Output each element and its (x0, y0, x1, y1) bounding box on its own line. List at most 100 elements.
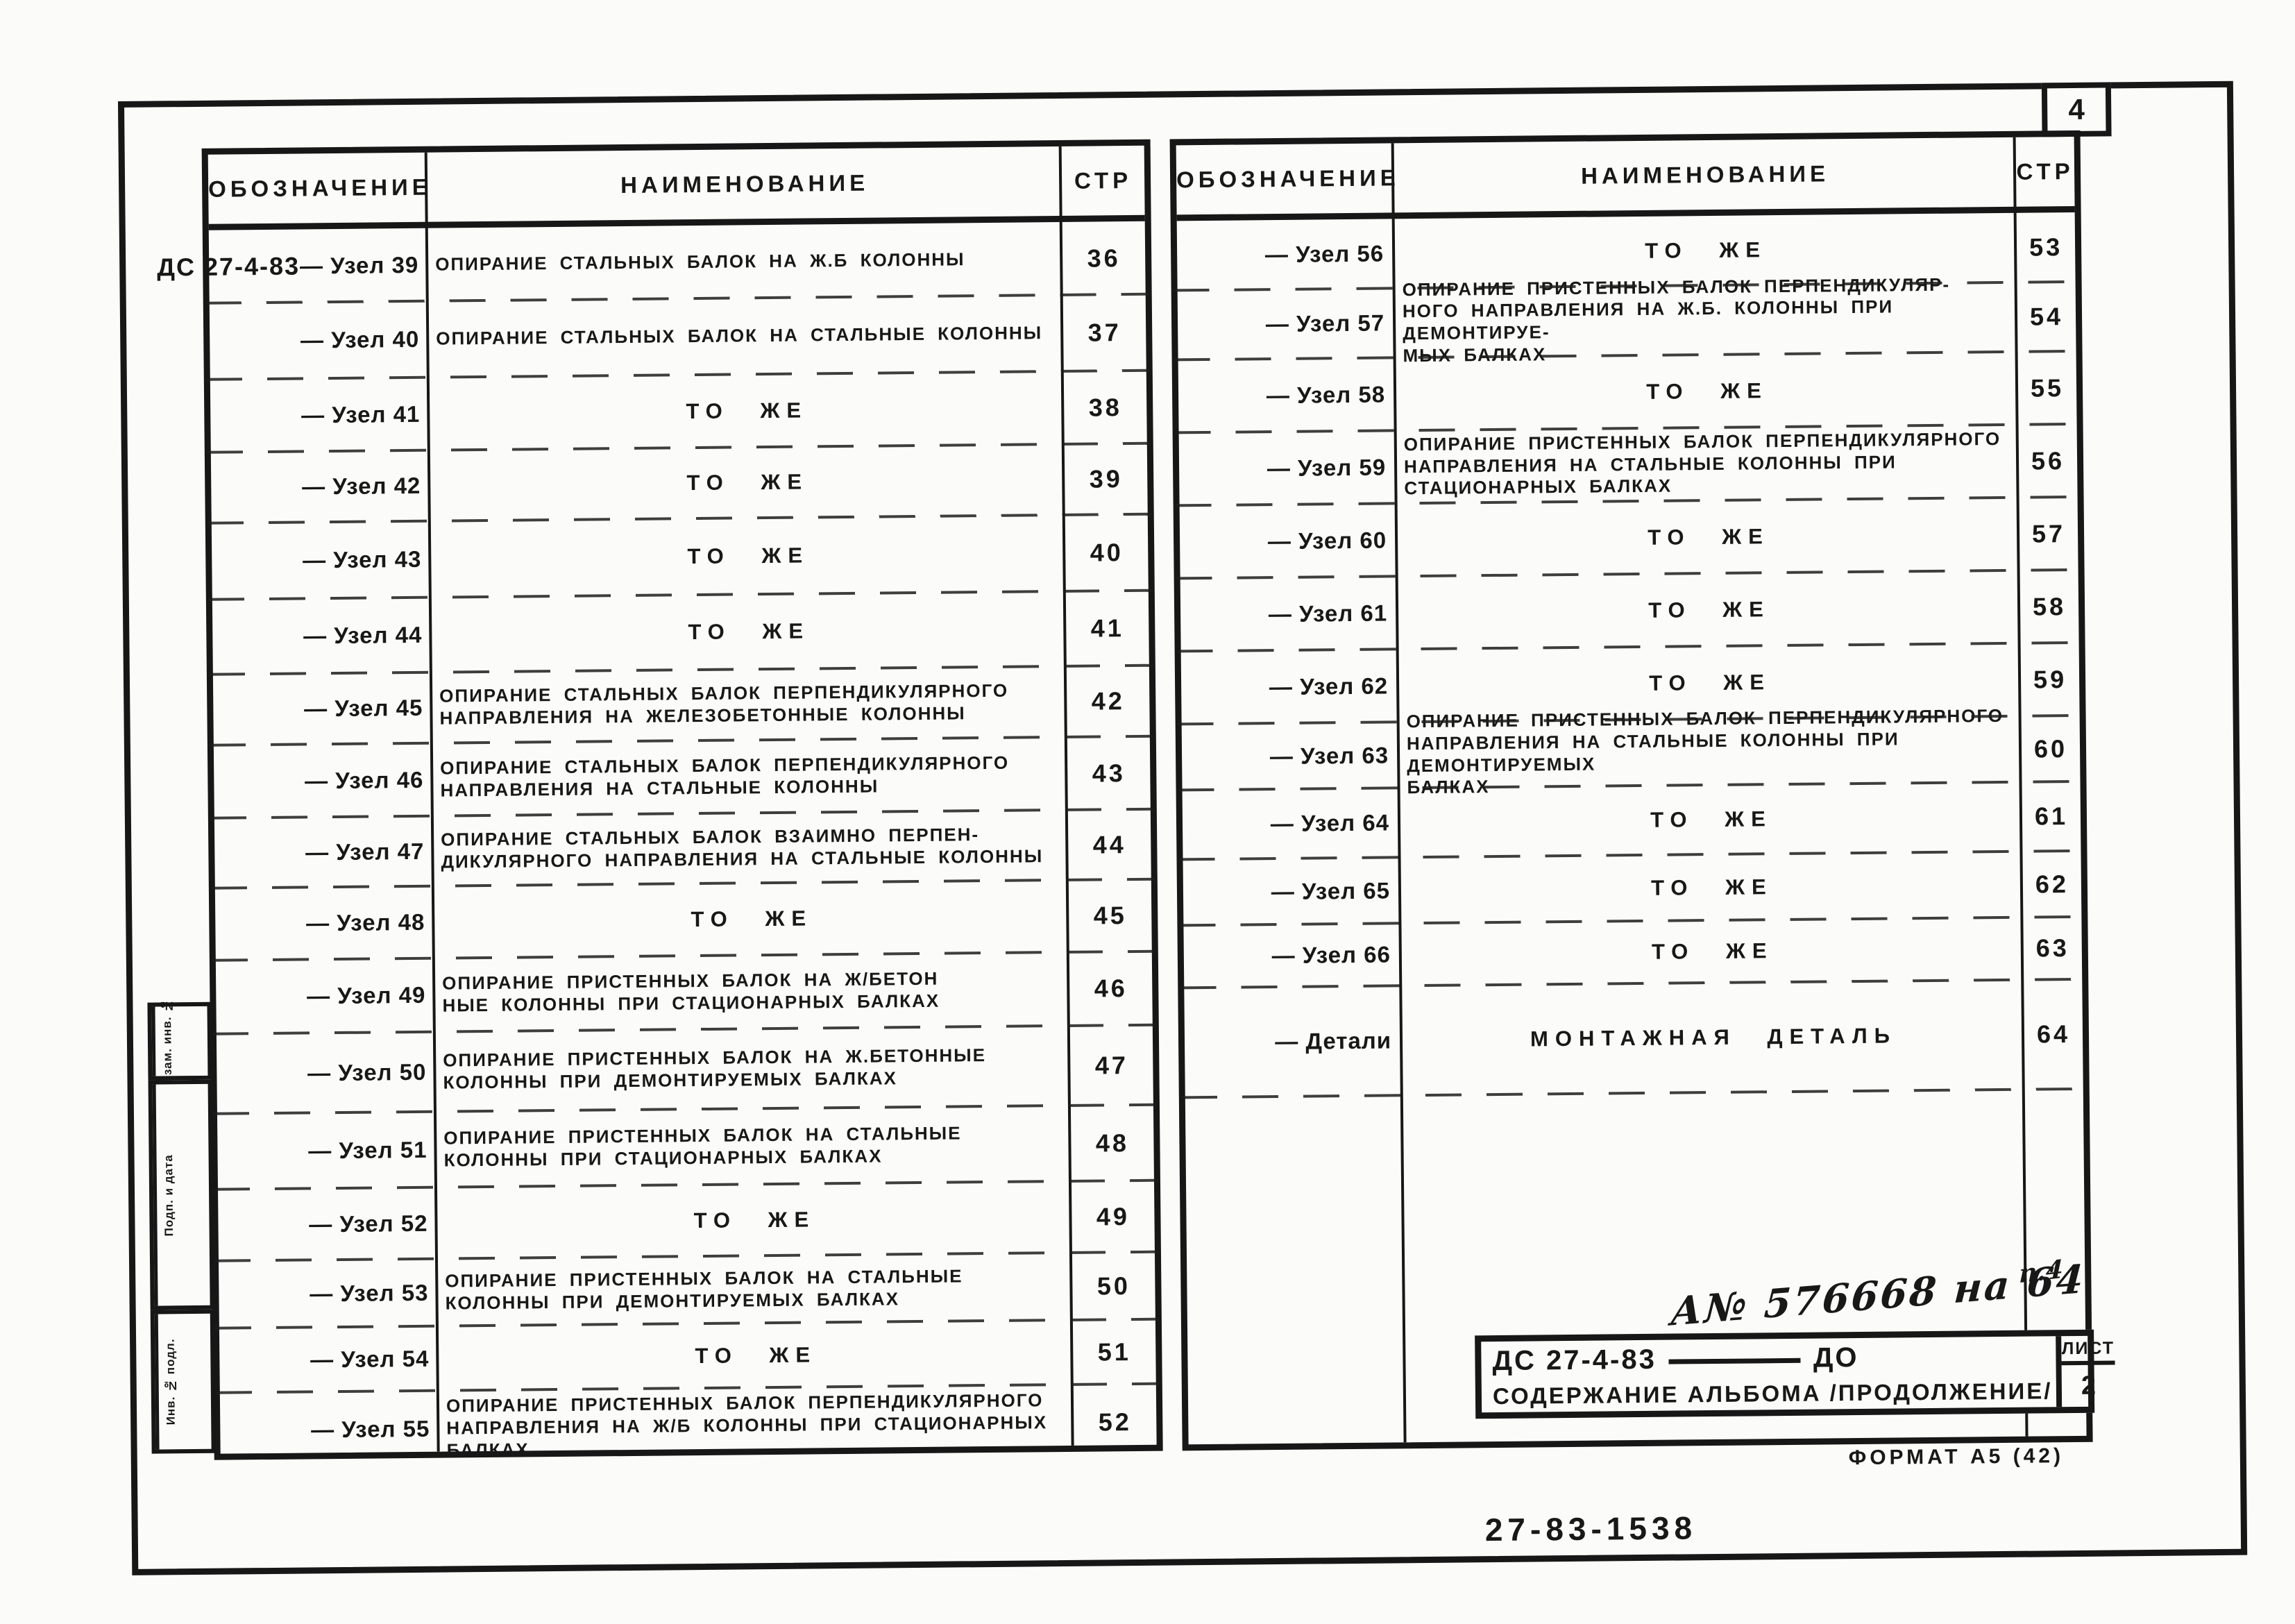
name-cell: ТО ЖЕ (1649, 669, 1772, 695)
node-label: — Узел 45 (303, 694, 423, 722)
page-cell: 44 (1092, 829, 1127, 859)
title-block: ДС 27-4-83 ДО СОДЕРЖАНИЕ АЛЬБОМА /ПРОДОЛ… (1475, 1329, 2115, 1419)
table-row: — Узел 53 ОПИРАНИЕ ПРИСТЕННЫХ БАЛОК НА С… (219, 1252, 1155, 1328)
designation-cell: — Узел 43 (212, 546, 431, 575)
contents-table-right: ОБОЗНАЧЕНИЕ НАИМЕНОВАНИЕ СТР — Узел 56 Т… (1169, 130, 2093, 1451)
page-cell: 42 (1091, 686, 1126, 716)
stamp-field-label: Подп. и дата (152, 1084, 183, 1306)
table-row: — Узел 51 ОПИРАНИЕ ПРИСТЕННЫХ БАЛОК НА С… (217, 1105, 1154, 1190)
page-cell: 60 (2033, 734, 2068, 763)
designation-cell: — Узел 51 (217, 1136, 437, 1165)
table-row: — Узел 55 ОПИРАНИЕ ПРИСТЕННЫХ БАЛОК ПЕРП… (220, 1384, 1157, 1469)
sheet-label: ЛИСТ (2061, 1335, 2115, 1366)
node-label: — Узел 44 (303, 621, 423, 649)
name-cell: ТО ЖЕ (691, 906, 813, 932)
column-header-name: НАИМЕНОВАНИЕ (620, 169, 870, 198)
designation-cell: — Узел 53 (219, 1279, 438, 1308)
node-label: — Узел 48 (305, 908, 425, 936)
designation-cell: — Узел 48 (215, 909, 434, 938)
page-cell: 48 (1095, 1128, 1130, 1158)
page-cell: 56 (2031, 446, 2065, 475)
designation-cell: — Узел 65 (1183, 877, 1401, 906)
name-cell: ТО ЖЕ (1648, 523, 1770, 550)
designation-cell: — Узел 59 (1179, 454, 1397, 482)
table-row: — Узел 60 ТО ЖЕ 57 (1180, 497, 2078, 578)
table-row: — Узел 42 ТО ЖЕ 39 (211, 443, 1148, 523)
name-cell: ТО ЖЕ (687, 543, 810, 569)
name-cell: ОПИРАНИЕ СТАЛЬНЫХ БАЛОК НА СТАЛЬНЫЕ КОЛО… (436, 322, 1043, 349)
table-row: — Узел 65 ТО ЖЕ 62 (1183, 851, 2082, 925)
node-label: — Узел 46 (304, 766, 424, 793)
name-cell: ТО ЖЕ (1648, 596, 1771, 623)
table-row: — Узел 63 ОПИРАНИЕ ПРИСТЕННЫХ БАЛОК ПЕРП… (1182, 705, 2081, 797)
name-cell: ТО ЖЕ (1645, 237, 1768, 263)
name-cell: ОПИРАНИЕ ПРИСТЕННЫХ БАЛОК НА Ж.БЕТОННЫЕ … (443, 1044, 987, 1093)
table-row: — Узел 66 ТО ЖЕ 63 (1183, 917, 2082, 988)
name-cell: ОПИРАНИЕ ПРИСТЕННЫХ БАЛОК НА СТАЛЬНЫЕ КО… (445, 1265, 963, 1314)
page-cell: 62 (2035, 869, 2069, 899)
corner-page-number: 4 (2068, 92, 2085, 126)
node-label: — Детали (1275, 1027, 1392, 1055)
designation-cell: — Узел 47 (214, 838, 434, 866)
designation-cell: — Узел 63 (1182, 742, 1400, 770)
page-cell: 58 (2032, 591, 2067, 621)
designation-cell: — Узел 57 (1178, 310, 1396, 338)
table-header-row: ОБОЗНАЧЕНИЕ НАИМЕНОВАНИЕ СТР (1176, 136, 2075, 221)
table-row: — Узел 48 ТО ЖЕ 45 (215, 879, 1152, 961)
page-cell: 43 (1092, 758, 1126, 788)
name-cell: ОПИРАНИЕ ПРИСТЕННЫХ БАЛОК ПЕРПЕНДИКУЛЯРН… (1403, 428, 2001, 499)
code-dash-line (1668, 1357, 1801, 1364)
designation-cell: — Узел 56 (1177, 240, 1395, 269)
table-row: — Узел 49 ОПИРАНИЕ ПРИСТЕННЫХ БАЛОК НА Ж… (216, 951, 1153, 1034)
name-cell: ТО ЖЕ (1651, 938, 1774, 964)
designation-cell: — Узел 46 (214, 766, 433, 795)
page-cell: 36 (1087, 243, 1121, 273)
designation-cell: — Узел 62 (1181, 673, 1399, 701)
table-row: — Узел 44 ТО ЖЕ 41 (212, 591, 1149, 675)
designation-cell: — Узел 58 (1178, 381, 1396, 409)
page-cell: 57 (2031, 518, 2066, 548)
table-row: — Узел 59 ОПИРАНИЕ ПРИСТЕННЫХ БАЛОК ПЕРП… (1179, 424, 2078, 505)
node-label: — Узел 63 (1269, 741, 1389, 769)
table-row: — Узел 41 ТО ЖЕ 38 (210, 371, 1147, 452)
column-header-designation: ОБОЗНАЧЕНИЕ (208, 174, 432, 202)
node-label: — Узел 55 (310, 1415, 430, 1443)
designation-cell: ДС 27-4-83 — Узел 39 (157, 250, 428, 281)
page-cell: 38 (1088, 392, 1122, 422)
name-cell: ОПИРАНИЕ СТАЛЬНЫХ БАЛОК ВЗАИМНО ПЕРПЕН- … (441, 823, 1044, 872)
name-cell: ТО ЖЕ (693, 1206, 816, 1233)
node-label: — Узел 39 (299, 251, 419, 278)
bottom-document-number: 27-83-1538 (1484, 1509, 1697, 1548)
node-label: — Узел 47 (305, 838, 425, 865)
table-row: ДС 27-4-83 — Узел 39 ОПИРАНИЕ СТАЛЬНЫХ Б… (157, 221, 1146, 303)
node-label: — Узел 51 (308, 1136, 427, 1163)
stamp-field-label: Инв. № подл. (154, 1314, 184, 1450)
designation-cell: — Узел 41 (210, 400, 430, 429)
designation-cell: — Узел 52 (218, 1210, 437, 1238)
name-cell: ОПИРАНИЕ ПРИСТЕННЫХ БАЛОК НА Ж/БЕТОН НЫЕ… (442, 967, 940, 1016)
page-cell: 63 (2035, 933, 2070, 963)
document-code-suffix: ДО (1813, 1342, 1859, 1373)
node-label: — Узел 54 (310, 1345, 430, 1372)
designation-cell: — Узел 55 (220, 1416, 439, 1444)
sheet-number-block: ЛИСТ 2 (2056, 1335, 2115, 1407)
name-cell: ОПИРАНИЕ ПРИСТЕННЫХ БАЛОК ПЕРПЕНДИКУЛЯРН… (446, 1389, 1048, 1461)
node-label: — Узел 40 (300, 325, 420, 353)
document-code: ДС 27-4-83 (1492, 1344, 1657, 1377)
name-cell: МОНТАЖНАЯ ДЕТАЛЬ (1530, 1023, 1897, 1051)
node-label: — Узел 43 (302, 545, 422, 573)
designation-cell: — Узел 54 (219, 1345, 439, 1373)
column-header-name: НАИМЕНОВАНИЕ (1580, 160, 1830, 189)
name-cell: ТО ЖЕ (1650, 806, 1772, 832)
page-cell: 41 (1090, 614, 1125, 643)
node-label: — Узел 62 (1269, 672, 1389, 700)
page-cell: 54 (2029, 302, 2064, 331)
designation-cell: — Узел 61 (1180, 600, 1398, 628)
node-label: — Узел 58 (1266, 380, 1386, 408)
designation-cell: — Узел 49 (216, 982, 435, 1010)
page-cell: 40 (1090, 538, 1124, 567)
table-row: — Узел 58 ТО ЖЕ 55 (1178, 351, 2077, 432)
name-cell: ОПИРАНИЕ СТАЛЬНЫХ БАЛОК ПЕРПЕНДИКУЛЯРНОГ… (439, 680, 1009, 729)
designation-cell: — Узел 44 (212, 622, 432, 650)
